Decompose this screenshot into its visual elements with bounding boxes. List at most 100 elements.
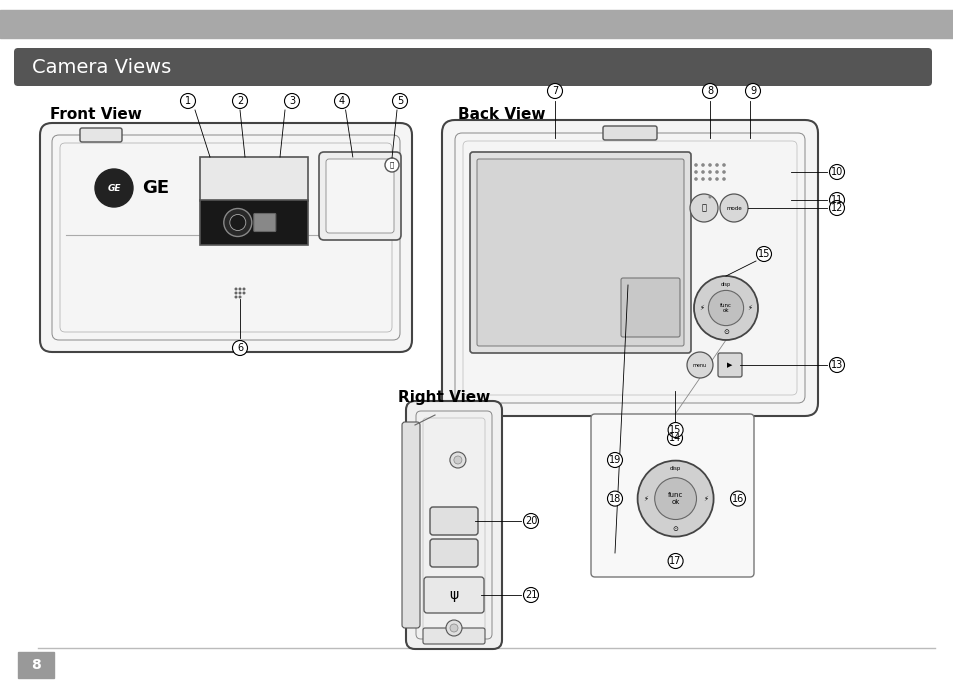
- Circle shape: [701, 83, 717, 99]
- Circle shape: [523, 514, 537, 529]
- Circle shape: [238, 296, 241, 298]
- Circle shape: [694, 177, 697, 181]
- Text: mode: mode: [725, 205, 741, 210]
- Circle shape: [234, 287, 237, 291]
- Text: 5: 5: [396, 96, 403, 106]
- Circle shape: [667, 423, 682, 437]
- Circle shape: [242, 287, 245, 291]
- Circle shape: [828, 357, 843, 373]
- Circle shape: [234, 291, 237, 294]
- Circle shape: [523, 588, 537, 602]
- Text: 16: 16: [731, 493, 743, 504]
- Text: 12: 12: [830, 203, 842, 213]
- FancyBboxPatch shape: [430, 539, 477, 567]
- Text: 10: 10: [830, 167, 842, 177]
- Circle shape: [715, 177, 718, 181]
- Circle shape: [637, 461, 713, 536]
- Circle shape: [385, 158, 398, 172]
- Circle shape: [446, 620, 461, 636]
- Text: 17: 17: [669, 556, 681, 566]
- Circle shape: [607, 452, 622, 468]
- Text: ⚡: ⚡: [702, 496, 707, 502]
- Text: ⚡: ⚡: [642, 496, 647, 502]
- FancyBboxPatch shape: [441, 120, 817, 416]
- Circle shape: [242, 291, 245, 294]
- Text: 15: 15: [669, 425, 681, 435]
- Text: 11: 11: [830, 195, 842, 205]
- FancyBboxPatch shape: [318, 152, 400, 240]
- Circle shape: [828, 201, 843, 216]
- Circle shape: [715, 163, 718, 167]
- Text: 14: 14: [668, 433, 680, 443]
- Text: 4: 4: [338, 96, 345, 106]
- FancyBboxPatch shape: [326, 159, 394, 233]
- Text: ⚡: ⚡: [699, 305, 703, 311]
- Circle shape: [700, 177, 704, 181]
- Text: 8: 8: [706, 86, 712, 96]
- Text: 15: 15: [757, 249, 769, 259]
- FancyBboxPatch shape: [422, 628, 484, 644]
- Text: Back View: Back View: [457, 107, 545, 122]
- Circle shape: [708, 196, 711, 198]
- FancyBboxPatch shape: [590, 414, 753, 577]
- FancyBboxPatch shape: [602, 126, 657, 140]
- Circle shape: [607, 491, 622, 506]
- FancyBboxPatch shape: [476, 159, 683, 346]
- FancyBboxPatch shape: [80, 128, 122, 142]
- Circle shape: [654, 477, 696, 520]
- Circle shape: [392, 94, 407, 108]
- Circle shape: [667, 430, 681, 446]
- Circle shape: [234, 296, 237, 298]
- Circle shape: [715, 170, 718, 174]
- Text: ⓪: ⓪: [700, 203, 706, 212]
- Circle shape: [707, 177, 711, 181]
- Text: GE: GE: [142, 179, 169, 197]
- FancyBboxPatch shape: [423, 577, 483, 613]
- Circle shape: [694, 170, 697, 174]
- FancyBboxPatch shape: [470, 152, 690, 353]
- Bar: [0, 10, 953, 38]
- Circle shape: [238, 287, 241, 291]
- Circle shape: [700, 163, 704, 167]
- Circle shape: [180, 94, 195, 108]
- Circle shape: [828, 164, 843, 180]
- Circle shape: [224, 208, 252, 237]
- Circle shape: [450, 452, 465, 468]
- Circle shape: [730, 491, 744, 506]
- Bar: [200, 200, 308, 245]
- Circle shape: [744, 83, 760, 99]
- Text: Front View: Front View: [50, 107, 142, 122]
- Circle shape: [694, 163, 697, 167]
- FancyBboxPatch shape: [430, 507, 477, 535]
- FancyBboxPatch shape: [14, 48, 931, 86]
- Circle shape: [700, 170, 704, 174]
- Circle shape: [95, 169, 132, 207]
- Circle shape: [238, 291, 241, 294]
- Text: func
ok: func ok: [720, 303, 731, 314]
- Circle shape: [721, 163, 725, 167]
- Circle shape: [707, 163, 711, 167]
- Circle shape: [756, 246, 771, 262]
- Text: func
ok: func ok: [667, 492, 682, 505]
- Text: ⊙: ⊙: [672, 525, 678, 532]
- Text: Camera Views: Camera Views: [32, 58, 172, 76]
- Circle shape: [284, 94, 299, 108]
- Text: ⚡: ⚡: [747, 305, 752, 311]
- Text: 13: 13: [830, 360, 842, 370]
- Circle shape: [720, 194, 747, 222]
- Circle shape: [667, 554, 682, 568]
- FancyBboxPatch shape: [406, 401, 501, 649]
- FancyBboxPatch shape: [401, 422, 419, 628]
- Text: ⊙: ⊙: [722, 329, 728, 335]
- Text: 20: 20: [524, 516, 537, 526]
- FancyBboxPatch shape: [253, 214, 275, 232]
- Text: Right View: Right View: [397, 390, 490, 405]
- Circle shape: [707, 170, 711, 174]
- Text: 8: 8: [31, 658, 41, 672]
- Text: 6: 6: [236, 343, 243, 353]
- Text: disp: disp: [669, 466, 680, 471]
- Text: 19: 19: [608, 455, 620, 465]
- Text: ψ: ψ: [449, 588, 458, 602]
- Circle shape: [721, 170, 725, 174]
- Text: 9: 9: [749, 86, 756, 96]
